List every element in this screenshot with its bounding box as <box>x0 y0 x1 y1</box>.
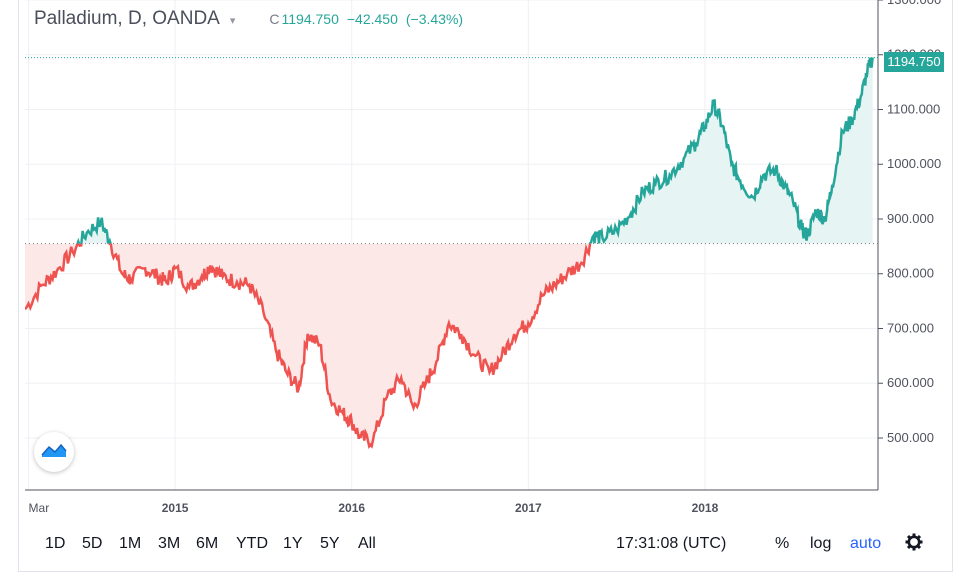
y-tick-label: 500.000 <box>887 430 934 445</box>
x-tick-label: 2018 <box>692 501 719 515</box>
auto-toggle[interactable]: auto <box>850 535 882 552</box>
gear-icon[interactable] <box>905 533 923 556</box>
x-tick-label: Mar <box>29 501 50 515</box>
range-1y[interactable]: 1Y <box>283 535 303 552</box>
y-tick-label: 1300.000 <box>887 0 941 7</box>
y-tick-label: 800.000 <box>887 266 934 281</box>
close-value: 1194.750 <box>281 11 339 27</box>
symbol-title[interactable]: Palladium, D, OANDA <box>34 8 220 29</box>
y-tick-label: 900.000 <box>887 211 934 226</box>
percent-toggle[interactable]: % <box>775 535 790 552</box>
range-ytd[interactable]: YTD <box>236 535 268 552</box>
change-value: −42.450 <box>346 11 398 27</box>
x-tick-label: 2016 <box>338 501 365 515</box>
bottom-toolbar: 1D 5D 1M 3M 6M YTD 1Y 5Y All 17:31:08 (U… <box>18 527 953 571</box>
last-price-tag: 1194.750 <box>884 52 944 72</box>
range-5d[interactable]: 5D <box>82 535 103 552</box>
chevron-down-icon[interactable]: ▾ <box>229 15 236 27</box>
range-all[interactable]: All <box>358 535 376 552</box>
x-tick-label: 2015 <box>162 501 189 515</box>
range-1m[interactable]: 1M <box>119 535 142 552</box>
series-line-above <box>76 57 874 244</box>
cloud-chart-icon <box>41 443 67 457</box>
y-tick-label: 700.000 <box>887 320 934 335</box>
close-label: C <box>269 11 280 27</box>
axes: 500.000 600.000 700.000 800.000 900.000 1000.… <box>25 0 941 515</box>
price-line <box>25 57 874 450</box>
range-1d[interactable]: 1D <box>45 535 66 552</box>
ohlc-values: C 1194.750 −42.450 (−3.43%) <box>269 11 471 27</box>
series-line-below <box>25 243 604 450</box>
utc-clock[interactable]: 17:31:08 (UTC) <box>616 535 727 552</box>
x-tick-label: 2017 <box>515 501 542 515</box>
y-tick-label: 1100.000 <box>887 101 940 116</box>
area-fill-above <box>25 57 873 244</box>
tradingview-logo[interactable] <box>34 432 74 472</box>
area-fill-below <box>25 243 591 447</box>
y-tick-label: 1000.000 <box>887 156 941 171</box>
range-3m[interactable]: 3M <box>158 535 181 552</box>
y-tick-label: 600.000 <box>887 375 934 390</box>
change-percent: (−3.43%) <box>405 11 464 27</box>
chart-legend: Palladium, D, OANDA ▾ C 1194.750 −42.450 (−… <box>34 8 471 30</box>
range-5y[interactable]: 5Y <box>320 535 340 552</box>
area-fill <box>25 57 873 447</box>
log-toggle[interactable]: log <box>810 535 832 552</box>
range-6m[interactable]: 6M <box>196 535 219 552</box>
